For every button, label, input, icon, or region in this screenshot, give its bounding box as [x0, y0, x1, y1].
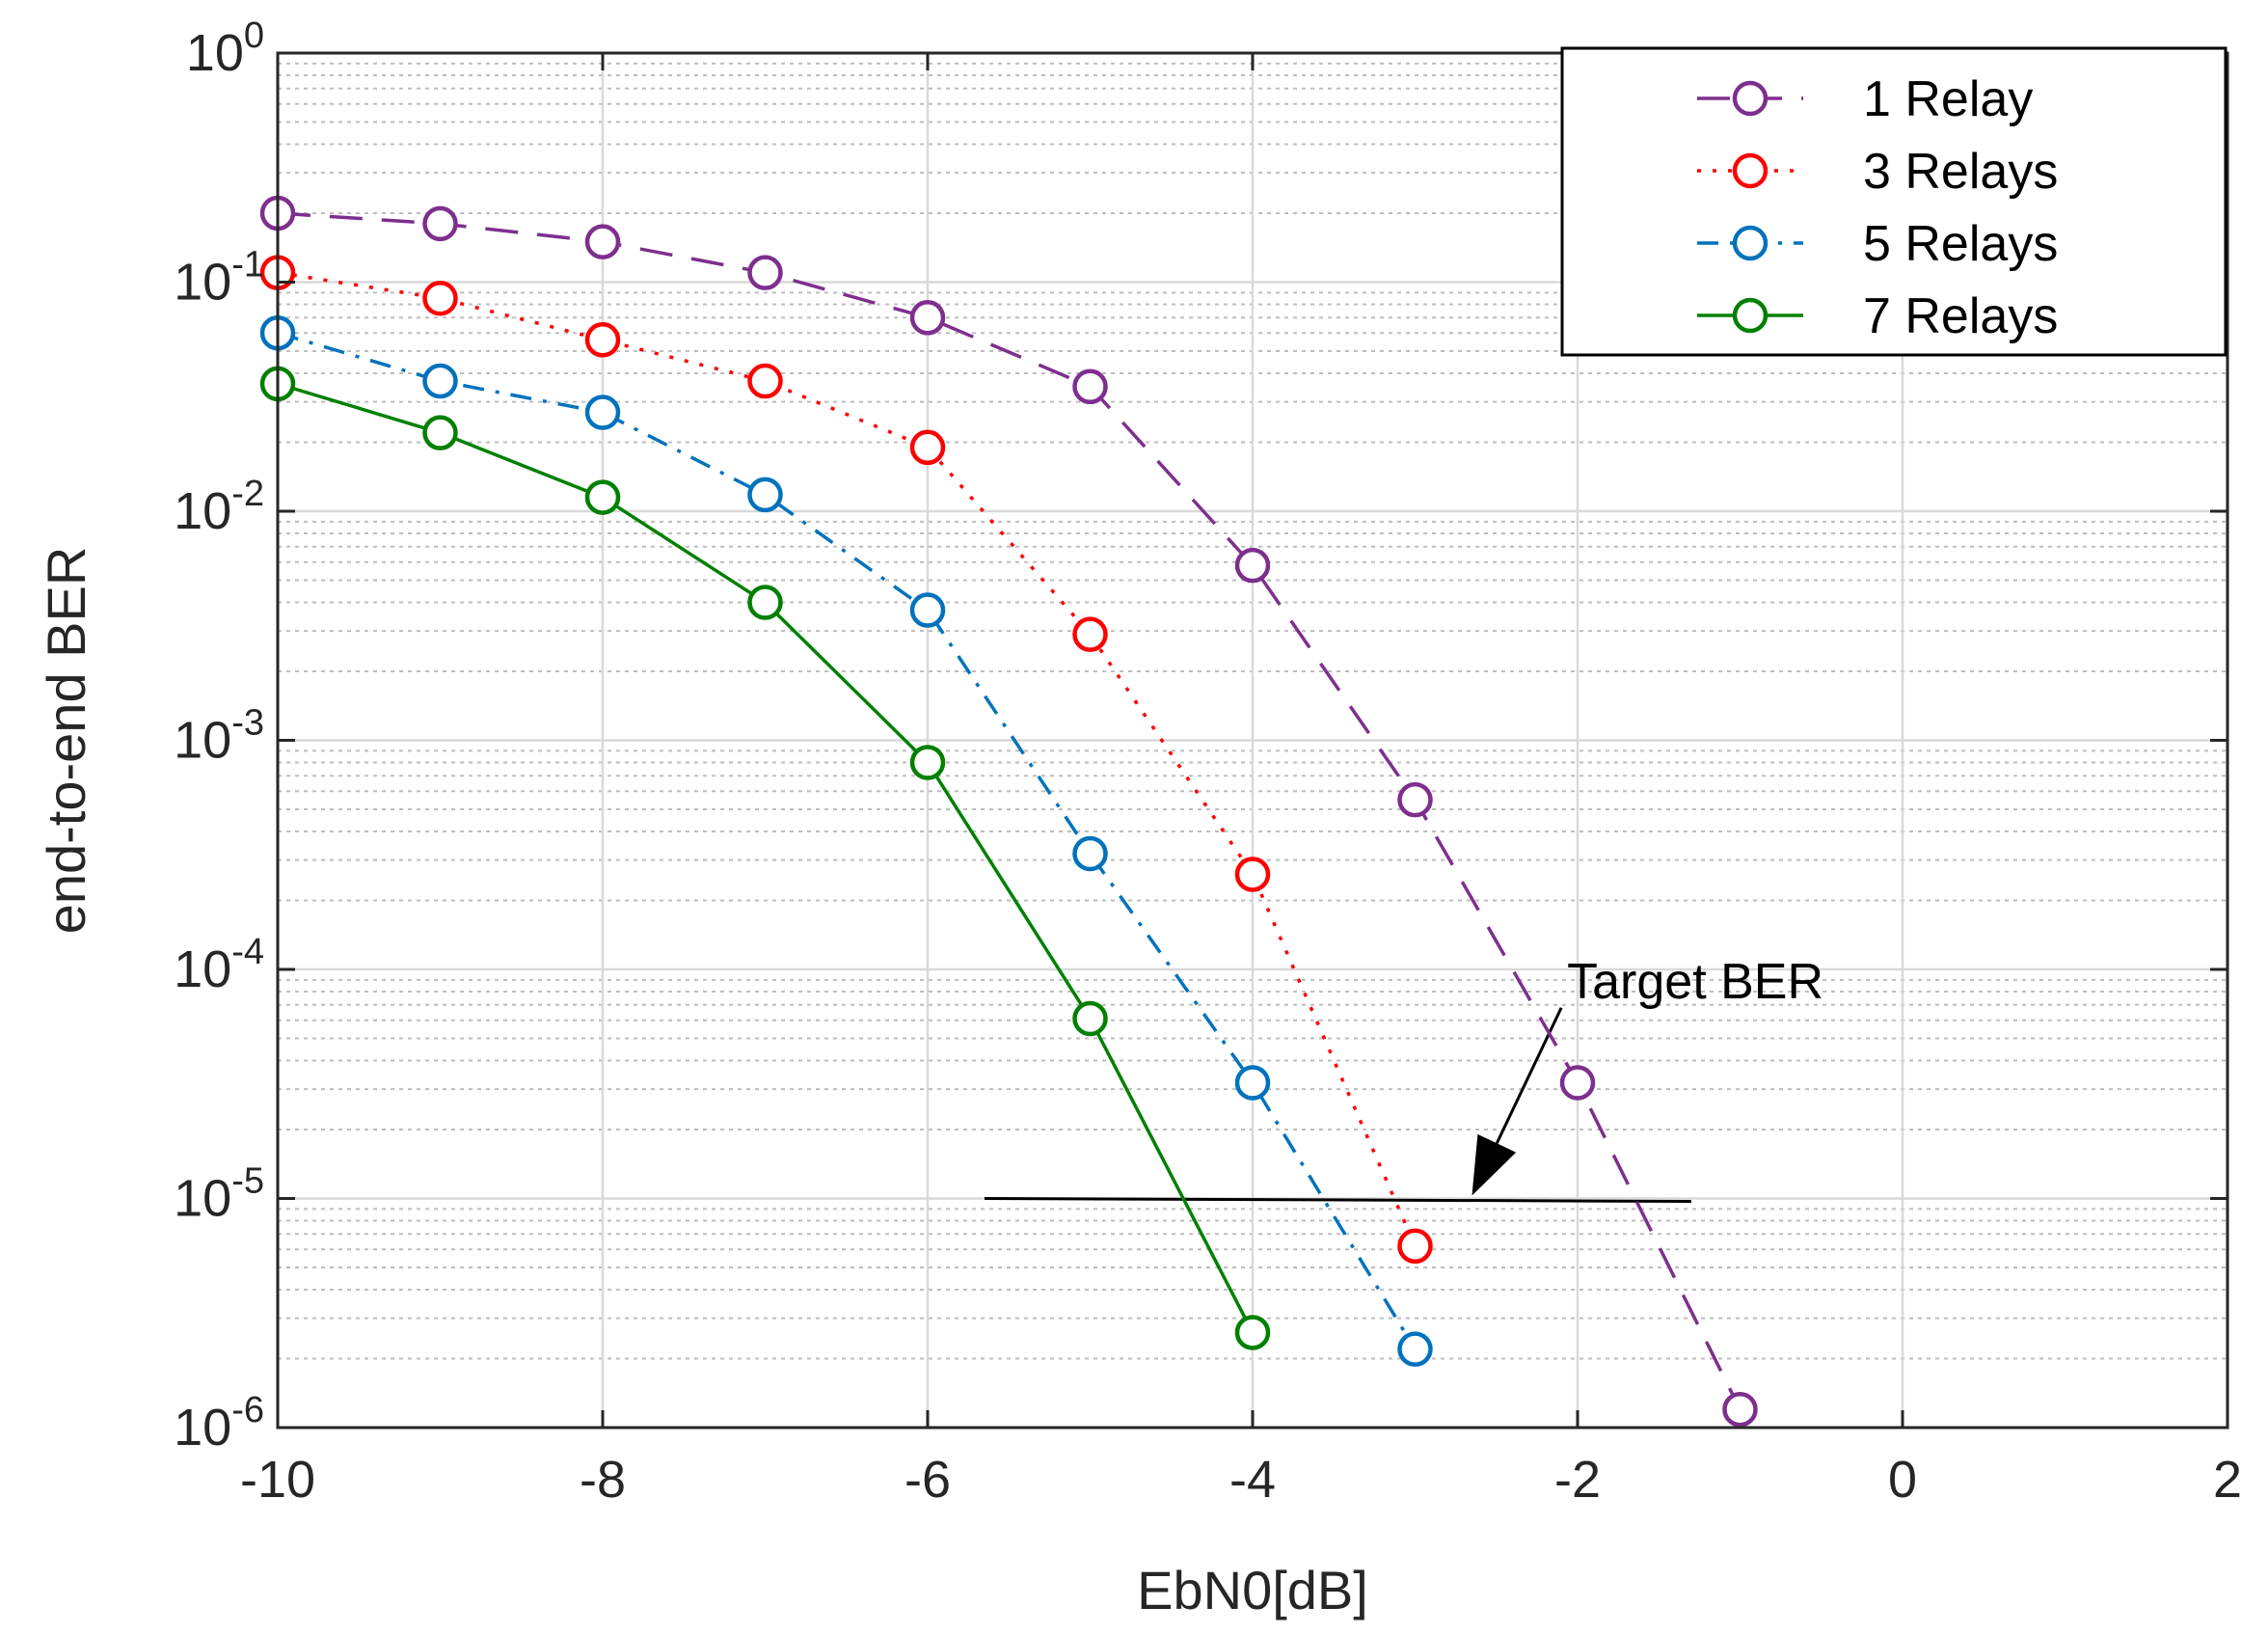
x-tick-label: -8 [580, 1451, 626, 1509]
legend-label: 3 Relays [1863, 144, 2058, 200]
y-axis-ticks: 100 10-1 10-2 10-3 10-4 10-5 10-6 [174, 15, 2228, 1457]
data-point [1397, 781, 1433, 818]
data-point [1234, 857, 1271, 892]
series-3 [259, 314, 1433, 1367]
legend-label: 7 Relays [1863, 288, 2058, 344]
legend-entry-1: 1 Relay [1697, 71, 2033, 127]
x-tick-label: -10 [240, 1451, 315, 1509]
series-line [277, 211, 1742, 1410]
data-point [422, 205, 458, 242]
y-tick-label: 10-2 [174, 474, 264, 540]
legend-swatch-marker [1732, 297, 1768, 334]
y-tick-label: 10-5 [174, 1161, 264, 1228]
data-point [584, 224, 621, 259]
y-tick-label: 10-3 [174, 703, 264, 770]
target-ber-arrow-head [1472, 1133, 1517, 1196]
series-2 [259, 255, 1433, 1265]
x-tick-label: 0 [1888, 1451, 1917, 1509]
legend: 1 Relay 3 Relays 5 Relays 7 Relays [1560, 46, 2228, 357]
data-point [584, 395, 621, 430]
y-tick-label: 10-6 [174, 1390, 264, 1457]
series-layer [259, 195, 1758, 1428]
data-point [909, 592, 946, 628]
data-point [1072, 835, 1108, 872]
data-point [1234, 547, 1271, 584]
y-axis-label: end-to-end BER [36, 547, 96, 935]
data-point [422, 415, 458, 450]
target-ber-line [984, 1197, 1691, 1203]
series-line [277, 270, 1418, 1247]
target-ber-arrow-shaft [1495, 1007, 1563, 1144]
data-point [584, 479, 621, 515]
data-point [422, 363, 458, 399]
data-point [747, 585, 783, 620]
data-point [747, 255, 783, 290]
series-4 [259, 366, 1271, 1350]
series-line [277, 331, 1417, 1350]
target-ber-label: Target BER [1567, 954, 1823, 1010]
data-point [1397, 1228, 1433, 1265]
data-point [747, 363, 783, 399]
legend-entry-2: 3 Relays [1697, 144, 2058, 200]
legend-box [1560, 46, 2228, 357]
legend-swatch-marker [1732, 152, 1768, 189]
legend-entry-4: 7 Relays [1697, 288, 2058, 344]
data-point [1072, 616, 1108, 652]
data-point [1559, 1065, 1596, 1101]
data-point [1234, 1065, 1271, 1101]
legend-swatch-marker [1732, 225, 1768, 261]
data-point [422, 281, 458, 316]
data-point [1234, 1315, 1271, 1350]
data-point [747, 477, 783, 513]
y-tick-label: 10-4 [174, 932, 264, 998]
data-point [1722, 1391, 1758, 1428]
data-point [584, 322, 621, 358]
x-tick-label: -2 [1554, 1451, 1601, 1509]
x-tick-label: -6 [904, 1451, 951, 1509]
data-point [1072, 368, 1108, 405]
legend-label: 5 Relays [1863, 216, 2058, 272]
x-tick-label: -4 [1229, 1451, 1276, 1509]
data-point [909, 745, 946, 780]
legend-swatch-marker [1732, 80, 1768, 117]
data-point [909, 429, 946, 466]
target-ber-annotation: Target BER [984, 954, 1823, 1203]
legend-entry-3: 5 Relays [1697, 216, 2058, 272]
y-tick-label: 10-1 [174, 245, 264, 312]
x-axis-ticks: -10 -8 -6 -4 -2 0 2 [240, 53, 2242, 1509]
data-point [1072, 1000, 1108, 1037]
data-point [1397, 1331, 1433, 1367]
data-point [909, 300, 946, 336]
x-axis-label: EbN0[dB] [1137, 1560, 1368, 1620]
x-tick-label: 2 [2213, 1451, 2242, 1509]
y-tick-label: 100 [186, 15, 264, 82]
legend-label: 1 Relay [1863, 71, 2033, 127]
